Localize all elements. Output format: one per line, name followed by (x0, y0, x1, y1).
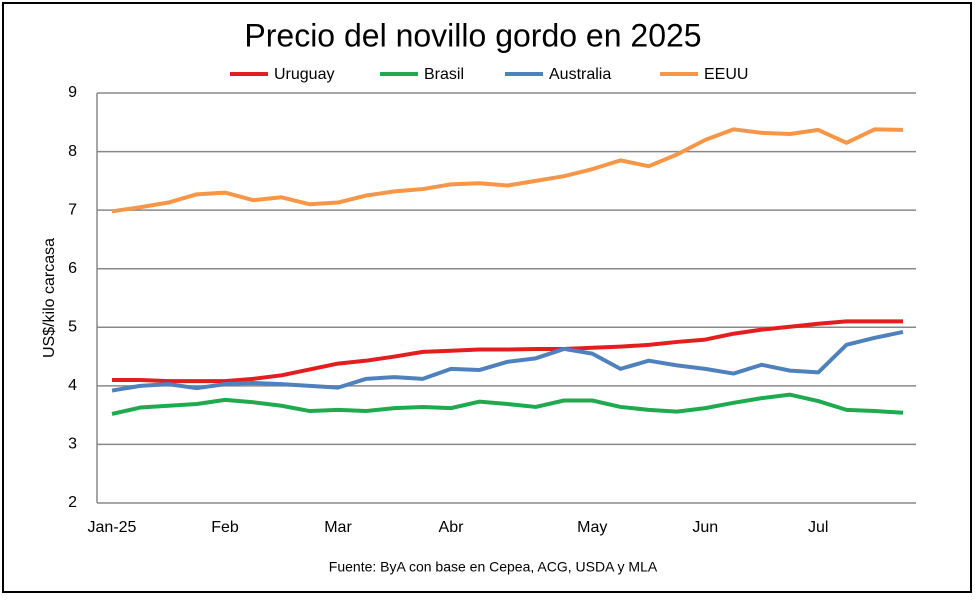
legend-label: Uruguay (274, 66, 334, 83)
y-tick-label: 8 (68, 143, 77, 160)
x-tick-label: Jun (692, 519, 718, 536)
y-tick-label: 2 (68, 494, 77, 511)
data-line (111, 330, 904, 393)
y-tick-label: 6 (68, 260, 77, 277)
x-tick-label: Jul (808, 519, 828, 536)
chart-title: Precio del novillo gordo en 2025 (244, 17, 701, 53)
legend-label: Australia (549, 66, 611, 83)
y-tick-label: 4 (68, 377, 77, 394)
y-tick-label: 7 (68, 201, 77, 218)
chart-border (2, 2, 972, 593)
data-line (111, 392, 904, 416)
data-line (112, 319, 903, 384)
legend-label: EEUU (704, 66, 748, 83)
legend-label: Brasil (424, 66, 464, 83)
y-axis-label: US$/kilo carcasa (41, 238, 58, 358)
x-tick-label: Abr (439, 519, 465, 536)
y-tick-label: 3 (68, 436, 77, 453)
data-line (111, 127, 904, 214)
y-tick-label: 5 (68, 319, 77, 336)
source-note: Fuente: ByA con base en Cepea, ACG, USDA… (329, 559, 658, 575)
x-tick-label: Jan-25 (88, 519, 137, 536)
x-tick-label: Feb (211, 519, 239, 536)
x-tick-label: May (577, 519, 607, 536)
y-tick-label: 9 (68, 84, 77, 101)
x-tick-label: Mar (324, 519, 352, 536)
